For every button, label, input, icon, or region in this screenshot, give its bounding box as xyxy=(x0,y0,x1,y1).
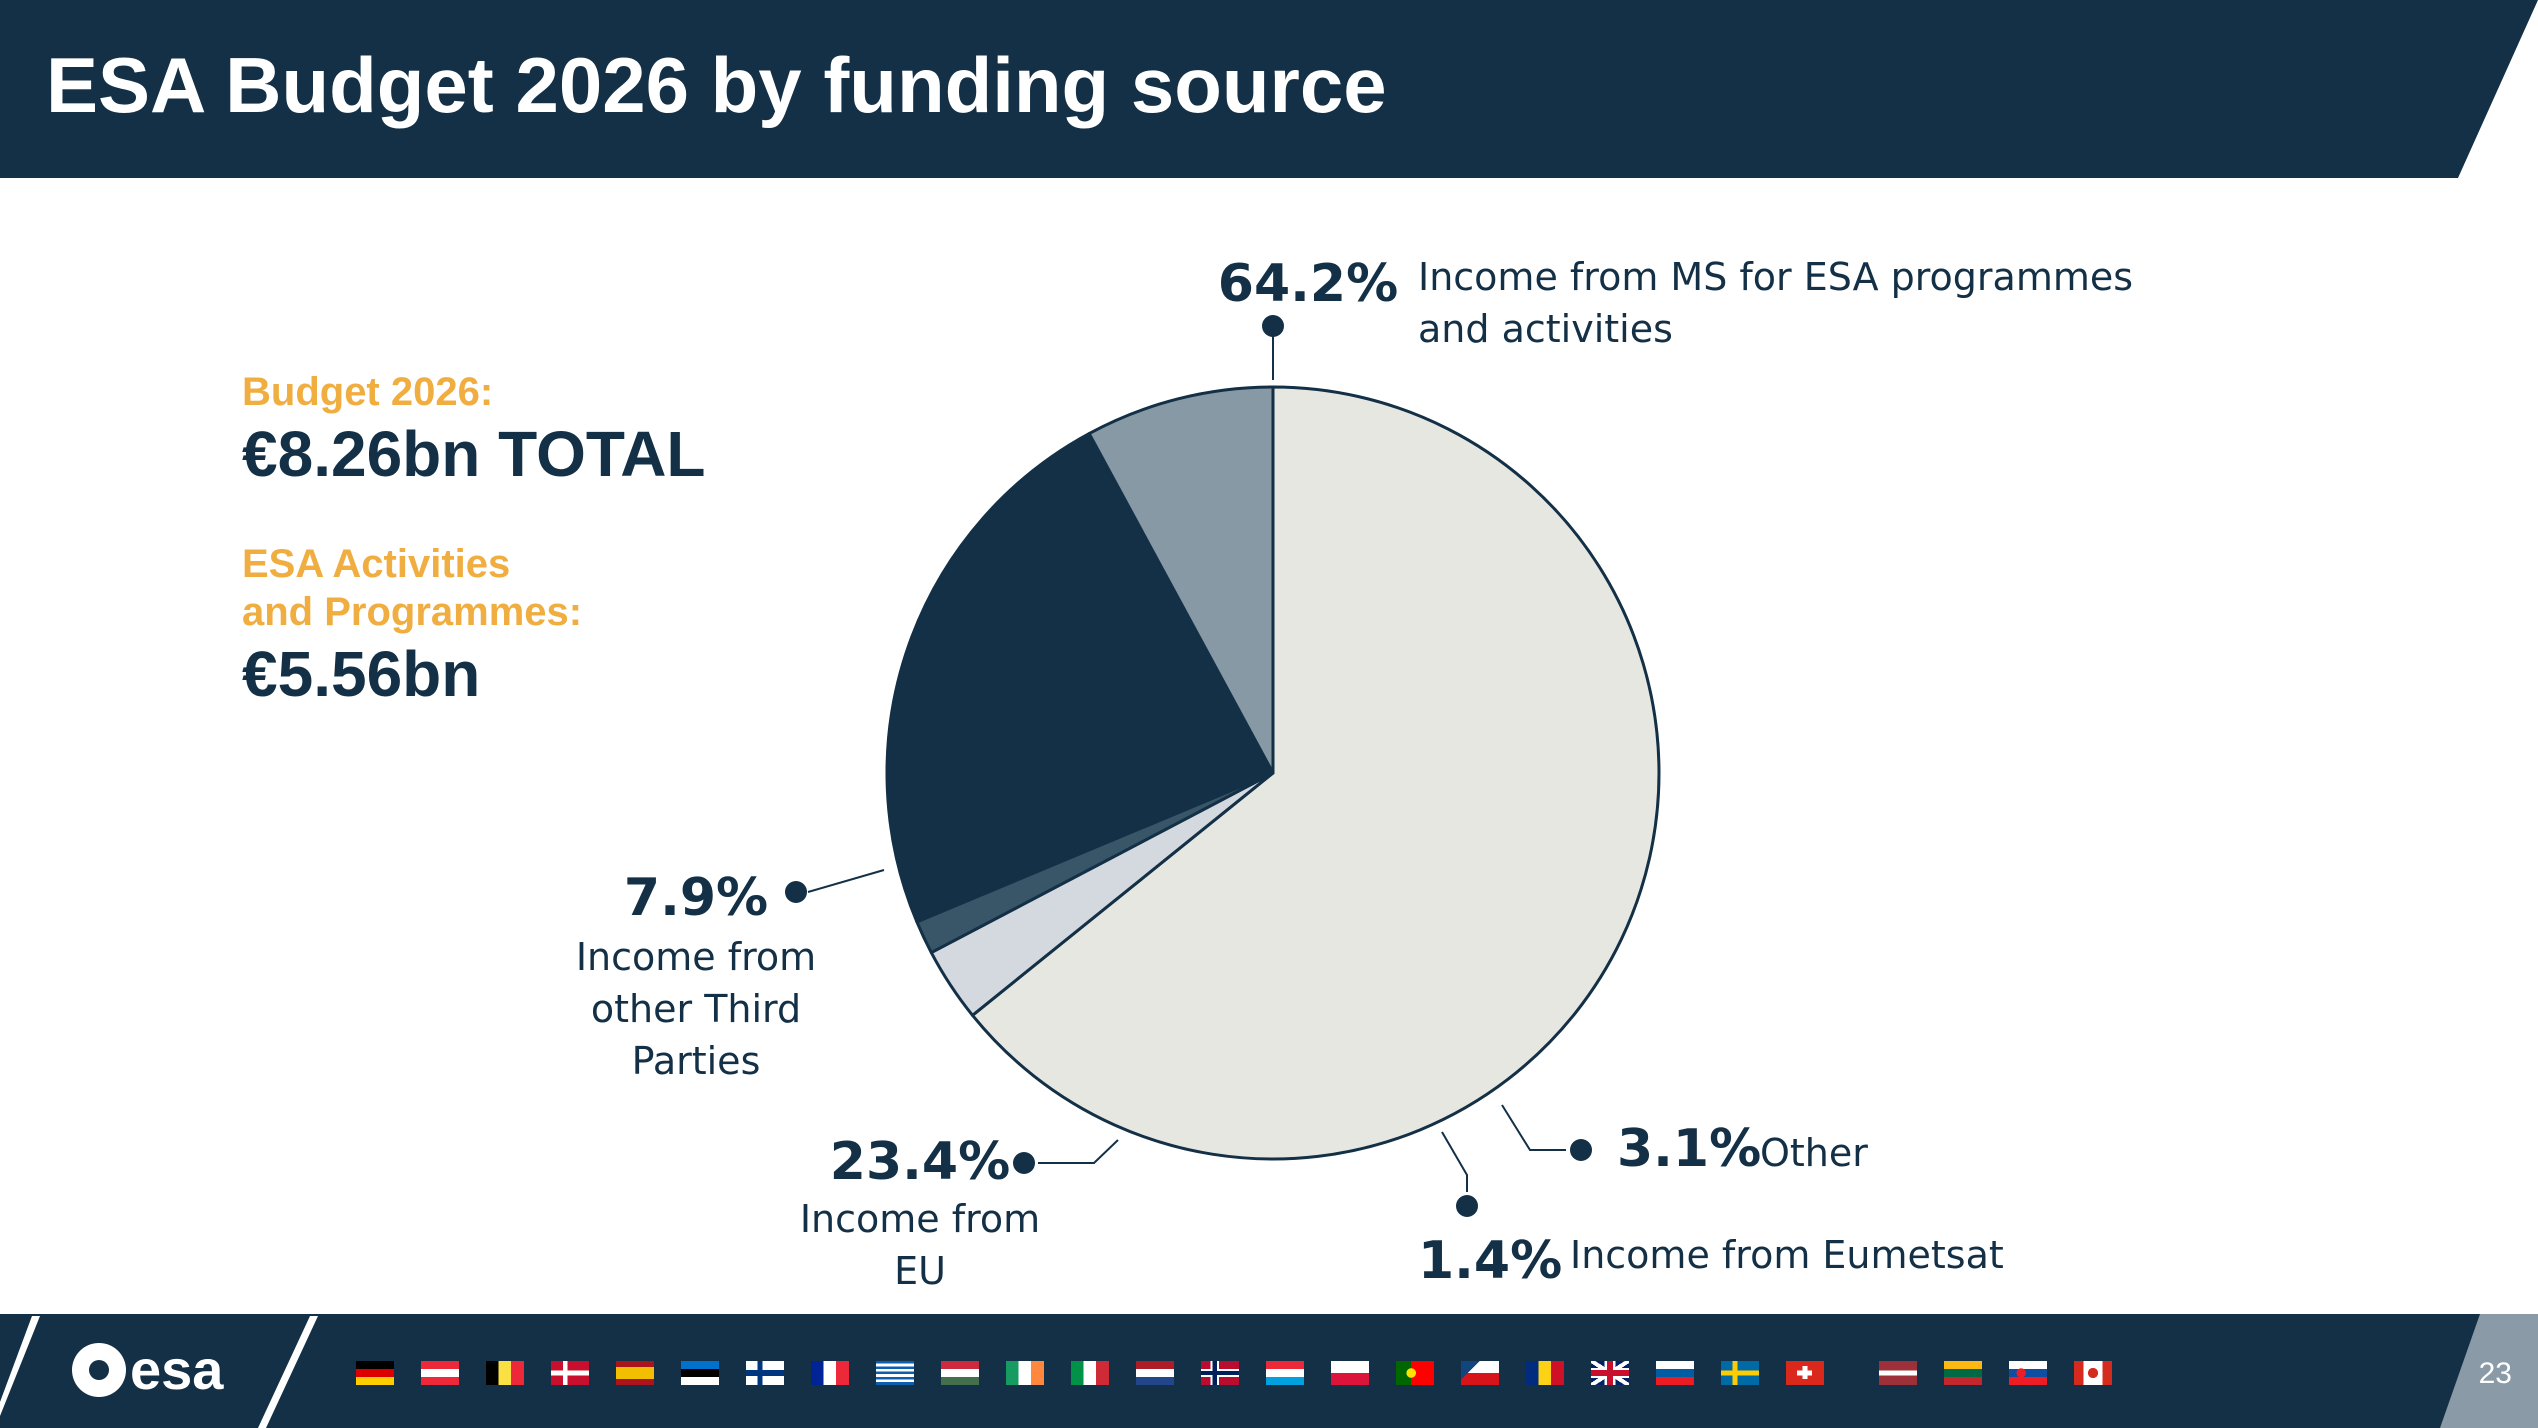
flag-greece-icon xyxy=(876,1361,914,1385)
flag-luxembourg-icon xyxy=(1266,1361,1304,1385)
leader-dot-2 xyxy=(1456,1195,1478,1217)
flag-hungary-icon xyxy=(941,1361,979,1385)
leader-dot-1 xyxy=(1570,1139,1592,1161)
flag-romania-icon xyxy=(1526,1361,1564,1385)
flag-canada-icon xyxy=(2074,1361,2112,1385)
flag-sweden-icon xyxy=(1721,1361,1759,1385)
pie-desc-label-2-0: Income from Eumetsat xyxy=(1570,1233,2004,1277)
flag-denmark-icon xyxy=(551,1361,589,1385)
flag-spain-icon xyxy=(616,1361,654,1385)
pie-pct-label-2: 1.4% xyxy=(1418,1231,1562,1291)
flag-slovakia-icon xyxy=(2009,1361,2047,1385)
pie-desc-label-0-0: Income from MS for ESA programmes xyxy=(1418,255,2133,299)
flag-portugal-icon xyxy=(1396,1361,1434,1385)
pie-pct-label-4: 7.9% xyxy=(624,868,768,928)
activities-label-line1: ESA Activities xyxy=(242,542,511,586)
slide-title: ESA Budget 2026 by funding source xyxy=(46,41,1387,129)
flag-ireland-icon xyxy=(1006,1361,1044,1385)
flag-slovenia-icon xyxy=(1656,1361,1694,1385)
flag-belgium-icon xyxy=(486,1361,524,1385)
leader-dot-4 xyxy=(785,881,807,903)
flag-norway-icon xyxy=(1201,1361,1239,1385)
esa-logo-text: esa xyxy=(130,1338,224,1401)
pie-pct-label-3: 23.4% xyxy=(830,1132,1010,1192)
pie-labels: 64.2% Income from MS for ESA programmes an… xyxy=(576,254,2133,1293)
pie-desc-label-4-2: Parties xyxy=(632,1039,761,1083)
activities-value: €5.56bn xyxy=(242,638,481,710)
flag-poland-icon xyxy=(1331,1361,1369,1385)
leader-line-1 xyxy=(1501,1104,1566,1151)
pie-desc-label-0-1: and activities xyxy=(1418,307,1673,351)
leader-line-2 xyxy=(1441,1131,1468,1192)
flag-netherlands-icon xyxy=(1136,1361,1174,1385)
activities-label-line2: and Programmes: xyxy=(242,590,583,634)
pie-desc-label-3-1: EU xyxy=(894,1249,946,1293)
pie-slice-0 xyxy=(971,385,1661,1161)
flag-latvia-icon xyxy=(1879,1361,1917,1385)
header-band xyxy=(0,0,2538,178)
flag-italy-icon xyxy=(1071,1361,1109,1385)
pie-desc-label-4-0: Income from xyxy=(576,935,816,979)
pie-pct-label-0: 64.2% xyxy=(1218,254,1398,314)
leader-dot-0 xyxy=(1262,315,1284,337)
flag-czechia-icon xyxy=(1461,1361,1499,1385)
budget-label: Budget 2026: xyxy=(242,370,494,414)
pie-slice-4 xyxy=(1087,385,1275,775)
flag-estonia-icon xyxy=(681,1361,719,1385)
pie-slice-3 xyxy=(885,432,1275,924)
pie-pct-label-1: 3.1% xyxy=(1617,1119,1761,1179)
flag-switzerland-icon xyxy=(1786,1361,1824,1385)
flag-finland-icon xyxy=(746,1361,784,1385)
esa-logo: esa xyxy=(72,1340,223,1400)
leader-line-3 xyxy=(1038,1139,1119,1164)
flag-france-icon xyxy=(811,1361,849,1385)
pie-desc-label-3-0: Income from xyxy=(800,1197,1040,1241)
budget-total-value: €8.26bn TOTAL xyxy=(242,418,706,490)
flag-united-kingdom-icon xyxy=(1591,1361,1629,1385)
esa-logo-icon xyxy=(72,1343,126,1397)
flag-germany-icon xyxy=(356,1361,394,1385)
page-number: 23 xyxy=(2478,1357,2512,1390)
pie-leader-lines xyxy=(785,315,1592,1217)
flag-lithuania-icon xyxy=(1944,1361,1982,1385)
pie-desc-label-1-0: Other xyxy=(1760,1131,1868,1175)
leader-dot-3 xyxy=(1013,1152,1035,1174)
pie-slices xyxy=(885,385,1661,1161)
pie-desc-label-4-1: other Third xyxy=(591,987,801,1031)
member-state-flags xyxy=(356,1360,2139,1386)
pie-chart: 64.2% Income from MS for ESA programmes an… xyxy=(576,254,2133,1293)
flag-austria-icon xyxy=(421,1361,459,1385)
leader-line-4 xyxy=(807,869,885,893)
